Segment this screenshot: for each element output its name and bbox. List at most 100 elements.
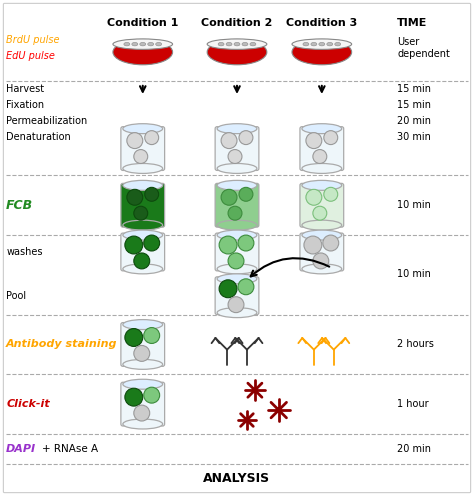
Circle shape [125, 236, 143, 254]
Circle shape [239, 130, 253, 144]
Text: 30 min: 30 min [397, 131, 431, 142]
Circle shape [304, 236, 322, 254]
Text: ANALYSIS: ANALYSIS [203, 472, 271, 485]
Ellipse shape [302, 264, 342, 274]
Ellipse shape [250, 42, 256, 46]
FancyBboxPatch shape [215, 233, 259, 271]
Ellipse shape [302, 220, 342, 230]
Text: EdU pulse: EdU pulse [6, 51, 55, 61]
Circle shape [144, 235, 160, 251]
Circle shape [228, 297, 244, 312]
Circle shape [228, 206, 242, 220]
Circle shape [127, 132, 143, 149]
Circle shape [239, 187, 253, 201]
Ellipse shape [132, 42, 138, 46]
Circle shape [306, 189, 322, 205]
Circle shape [144, 327, 160, 343]
FancyBboxPatch shape [215, 277, 259, 314]
Ellipse shape [123, 264, 163, 274]
Circle shape [306, 132, 322, 149]
Ellipse shape [123, 181, 163, 190]
Ellipse shape [218, 42, 224, 46]
FancyBboxPatch shape [121, 322, 164, 367]
Ellipse shape [123, 360, 163, 370]
Text: FCB: FCB [6, 199, 33, 212]
Ellipse shape [123, 230, 163, 240]
Ellipse shape [123, 319, 163, 329]
Circle shape [219, 280, 237, 298]
Ellipse shape [217, 274, 257, 284]
FancyBboxPatch shape [121, 126, 164, 171]
Ellipse shape [123, 164, 163, 174]
Circle shape [324, 130, 338, 144]
Ellipse shape [226, 42, 232, 46]
Circle shape [324, 187, 338, 201]
Circle shape [313, 253, 329, 269]
Circle shape [238, 235, 254, 251]
Circle shape [145, 130, 159, 144]
Circle shape [238, 279, 254, 295]
Text: Pool: Pool [6, 291, 26, 301]
Text: BrdU pulse: BrdU pulse [6, 35, 60, 45]
Text: User: User [397, 37, 419, 47]
Ellipse shape [140, 42, 146, 46]
Ellipse shape [207, 39, 267, 65]
Ellipse shape [217, 181, 257, 190]
Circle shape [134, 345, 150, 362]
Text: TIME: TIME [397, 18, 428, 28]
Text: 15 min: 15 min [397, 100, 431, 110]
Ellipse shape [217, 220, 257, 230]
Circle shape [134, 405, 150, 421]
Circle shape [134, 253, 150, 269]
Text: washes: washes [6, 247, 43, 257]
Circle shape [313, 150, 327, 164]
Circle shape [221, 132, 237, 149]
Text: Click-it: Click-it [6, 399, 50, 409]
FancyBboxPatch shape [121, 233, 164, 271]
Ellipse shape [148, 42, 154, 46]
Circle shape [134, 206, 148, 220]
Ellipse shape [327, 42, 333, 46]
Circle shape [245, 418, 249, 423]
Circle shape [134, 150, 148, 164]
Text: 10 min: 10 min [397, 200, 431, 210]
Text: + RNAse A: + RNAse A [42, 444, 98, 454]
Ellipse shape [302, 124, 342, 133]
Circle shape [228, 150, 242, 164]
Ellipse shape [207, 39, 267, 50]
Ellipse shape [335, 42, 341, 46]
Ellipse shape [217, 264, 257, 274]
FancyBboxPatch shape [121, 184, 164, 227]
Circle shape [219, 236, 237, 254]
Text: Condition 1: Condition 1 [107, 18, 178, 28]
Ellipse shape [319, 42, 325, 46]
Text: 15 min: 15 min [397, 84, 431, 94]
Text: dependent: dependent [397, 49, 450, 59]
Ellipse shape [123, 379, 163, 389]
FancyBboxPatch shape [300, 184, 344, 227]
Ellipse shape [123, 124, 163, 133]
Circle shape [313, 206, 327, 220]
Circle shape [145, 187, 159, 201]
Text: Denaturation: Denaturation [6, 131, 71, 142]
Text: 2 hours: 2 hours [397, 339, 434, 350]
Ellipse shape [155, 42, 162, 46]
Ellipse shape [302, 181, 342, 190]
Circle shape [144, 387, 160, 403]
FancyBboxPatch shape [300, 126, 344, 171]
Ellipse shape [123, 419, 163, 429]
Circle shape [228, 253, 244, 269]
Circle shape [323, 235, 339, 251]
Ellipse shape [242, 42, 248, 46]
Circle shape [221, 189, 237, 205]
Ellipse shape [302, 230, 342, 240]
Ellipse shape [113, 39, 173, 50]
Text: Condition 2: Condition 2 [201, 18, 273, 28]
Circle shape [127, 189, 143, 205]
Ellipse shape [234, 42, 240, 46]
Text: 10 min: 10 min [397, 269, 431, 279]
Text: Permeabilization: Permeabilization [6, 116, 87, 125]
Ellipse shape [217, 164, 257, 174]
Ellipse shape [292, 39, 352, 50]
Ellipse shape [292, 39, 352, 65]
